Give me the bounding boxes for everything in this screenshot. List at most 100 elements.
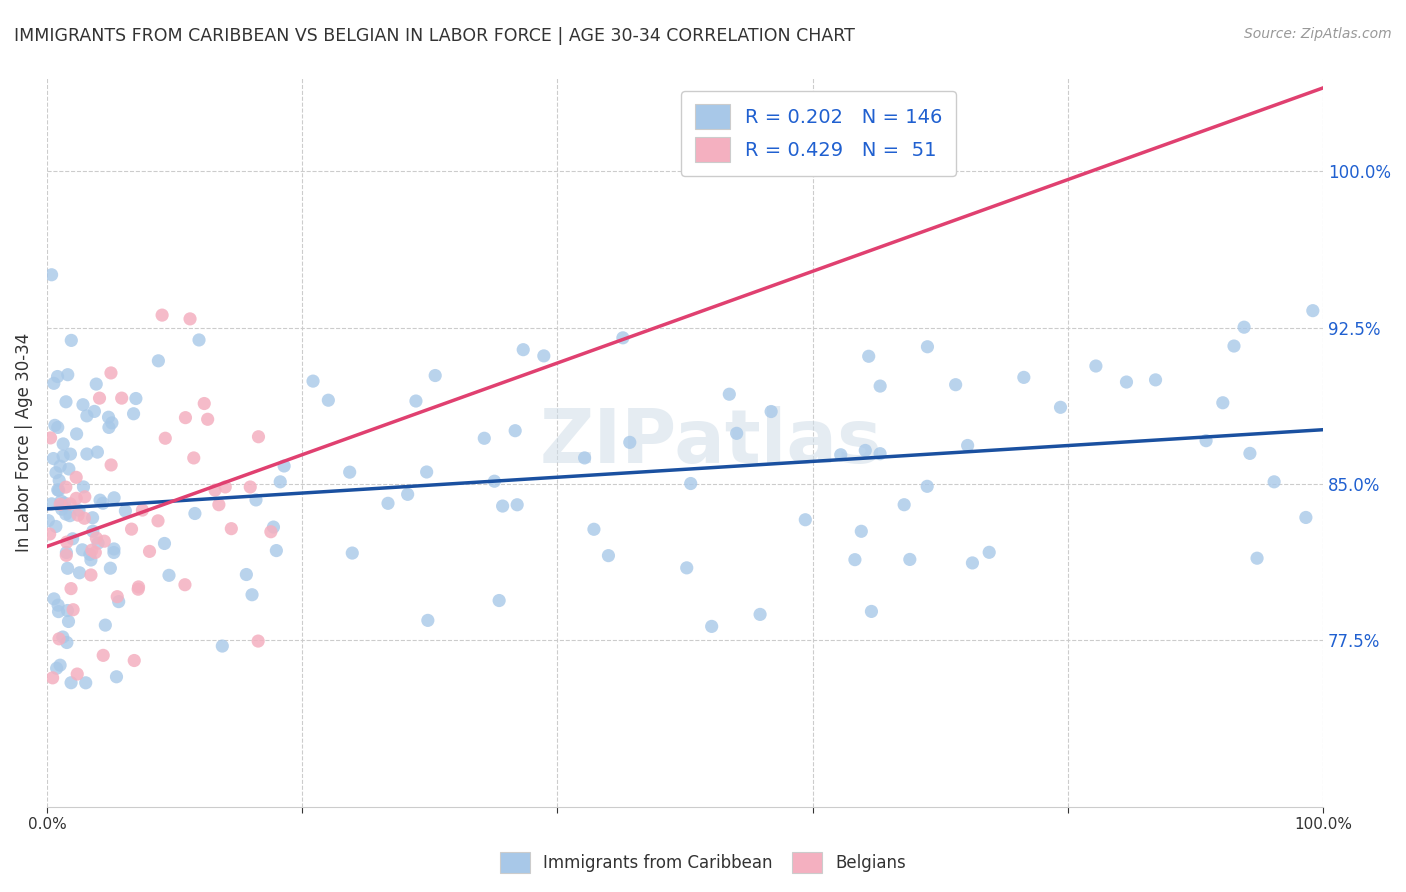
Point bbox=[273, 458, 295, 473]
Point bbox=[377, 496, 399, 510]
Point bbox=[247, 430, 270, 444]
Point bbox=[82, 524, 104, 539]
Point bbox=[491, 499, 513, 513]
Point bbox=[858, 349, 880, 363]
Point bbox=[851, 524, 873, 539]
Point bbox=[76, 409, 98, 423]
Point bbox=[41, 671, 63, 685]
Point bbox=[60, 582, 83, 596]
Point bbox=[945, 377, 967, 392]
Point bbox=[60, 334, 83, 348]
Point bbox=[131, 503, 153, 517]
Point bbox=[39, 431, 62, 445]
Point bbox=[52, 630, 75, 644]
Point bbox=[49, 494, 72, 508]
Point bbox=[619, 435, 641, 450]
Point bbox=[675, 561, 697, 575]
Point bbox=[49, 497, 72, 511]
Point bbox=[59, 497, 82, 511]
Point bbox=[65, 470, 87, 484]
Point bbox=[91, 496, 114, 510]
Point bbox=[42, 451, 65, 466]
Point bbox=[122, 653, 145, 667]
Point bbox=[55, 394, 77, 409]
Point bbox=[41, 268, 63, 282]
Point bbox=[48, 605, 70, 619]
Point bbox=[125, 392, 148, 406]
Point bbox=[56, 635, 79, 649]
Point bbox=[69, 566, 91, 580]
Point bbox=[245, 492, 267, 507]
Point bbox=[62, 603, 84, 617]
Point bbox=[208, 498, 231, 512]
Point bbox=[51, 502, 73, 516]
Point bbox=[342, 546, 364, 560]
Point bbox=[759, 404, 782, 418]
Point bbox=[72, 542, 94, 557]
Point bbox=[1246, 551, 1268, 566]
Point bbox=[1049, 401, 1071, 415]
Point bbox=[53, 496, 76, 510]
Point bbox=[66, 667, 89, 681]
Point bbox=[148, 353, 170, 368]
Point bbox=[52, 437, 75, 451]
Legend: R = 0.202   N = 146, R = 0.429   N =  51: R = 0.202 N = 146, R = 0.429 N = 51 bbox=[681, 91, 956, 176]
Point bbox=[75, 675, 97, 690]
Point bbox=[89, 391, 111, 405]
Point bbox=[157, 568, 180, 582]
Point bbox=[262, 520, 284, 534]
Point bbox=[915, 479, 938, 493]
Point bbox=[55, 545, 77, 559]
Point bbox=[240, 588, 263, 602]
Point bbox=[128, 580, 150, 594]
Point bbox=[221, 522, 243, 536]
Point bbox=[105, 670, 128, 684]
Point bbox=[73, 490, 96, 504]
Point bbox=[45, 519, 67, 533]
Point bbox=[49, 459, 72, 474]
Point bbox=[472, 431, 495, 445]
Point bbox=[138, 544, 160, 558]
Point bbox=[103, 541, 125, 556]
Point bbox=[917, 340, 939, 354]
Point bbox=[830, 448, 852, 462]
Point bbox=[183, 450, 205, 465]
Y-axis label: In Labor Force | Age 30-34: In Labor Force | Age 30-34 bbox=[15, 333, 32, 552]
Point bbox=[79, 548, 101, 562]
Point bbox=[127, 582, 149, 597]
Point bbox=[302, 374, 325, 388]
Point bbox=[38, 527, 60, 541]
Point bbox=[55, 507, 77, 521]
Point bbox=[42, 376, 65, 391]
Point bbox=[80, 553, 103, 567]
Point bbox=[48, 483, 70, 498]
Point bbox=[59, 447, 82, 461]
Point bbox=[979, 545, 1001, 559]
Point bbox=[153, 536, 176, 550]
Point bbox=[425, 368, 447, 383]
Point bbox=[46, 420, 69, 434]
Point bbox=[146, 514, 169, 528]
Point bbox=[97, 410, 120, 425]
Point bbox=[869, 447, 891, 461]
Point bbox=[582, 522, 605, 536]
Point bbox=[700, 619, 723, 633]
Point bbox=[91, 648, 114, 663]
Point bbox=[65, 491, 87, 506]
Point bbox=[105, 590, 128, 604]
Point bbox=[100, 458, 122, 472]
Point bbox=[100, 366, 122, 380]
Point bbox=[484, 474, 506, 488]
Point bbox=[1233, 320, 1256, 334]
Point bbox=[1295, 510, 1317, 524]
Point bbox=[214, 480, 236, 494]
Point bbox=[155, 431, 177, 445]
Text: IMMIGRANTS FROM CARIBBEAN VS BELGIAN IN LABOR FORCE | AGE 30-34 CORRELATION CHAR: IMMIGRANTS FROM CARIBBEAN VS BELGIAN IN … bbox=[14, 27, 855, 45]
Point bbox=[512, 343, 534, 357]
Point bbox=[94, 618, 117, 632]
Point bbox=[239, 480, 262, 494]
Point bbox=[1084, 359, 1107, 373]
Point bbox=[188, 333, 211, 347]
Point bbox=[93, 534, 115, 549]
Point bbox=[48, 632, 70, 646]
